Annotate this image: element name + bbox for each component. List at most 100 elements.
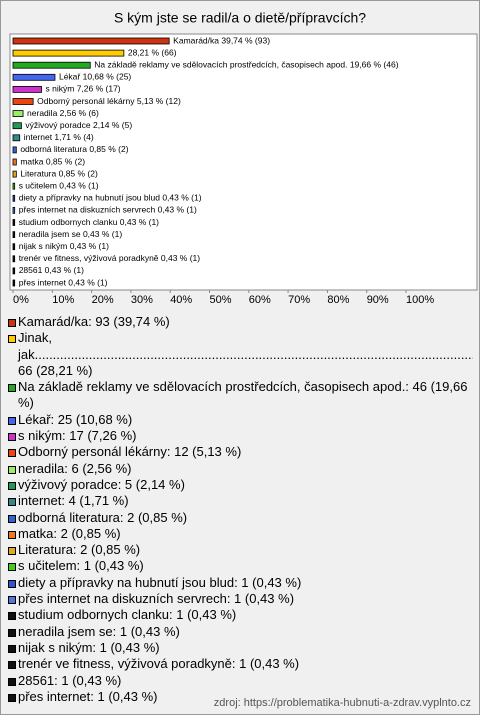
- legend-item: Jinak, jak..............................…: [8, 330, 473, 379]
- legend-label: matka: 2 (0,85 %): [18, 525, 121, 541]
- value-label: odborná literatura 0,85 % (2): [20, 144, 128, 154]
- bar: [12, 194, 16, 202]
- chart: S kým jste se radil/a o dietě/přípravcíc…: [9, 10, 478, 306]
- legend-label: odborná literatura: 2 (0,85 %): [18, 509, 188, 525]
- value-label: s učitelem 0,43 % (1): [19, 180, 99, 190]
- legend-item: s učitelem: 1 (0,43 %): [8, 558, 473, 574]
- legend-label: výživový poradce: 5 (2,14 %): [18, 476, 185, 492]
- value-label: studium odbornych clanku 0,43 % (1): [19, 217, 159, 227]
- legend-item: diety a přípravky na hubnutí jsou blud: …: [8, 575, 473, 591]
- legend-item: neradila jsem se: 1 (0,43 %): [8, 624, 473, 640]
- legend-label: trenér ve fitness, výživová poradkyně: 1…: [18, 656, 300, 672]
- value-label: Literatura 0,85 % (2): [20, 168, 98, 178]
- value-label: Kamarád/ka 39,74 % (93): [173, 35, 270, 45]
- legend-label: 28561: 1 (0,43 %): [18, 672, 122, 688]
- legend-item: Literatura: 2 (0,85 %): [8, 542, 473, 558]
- legend-label: Lékař: 25 (10,68 %): [18, 411, 133, 427]
- legend-label: internet: 4 (1,71 %): [18, 493, 129, 509]
- value-label: 28561 0,43 % (1): [19, 265, 84, 275]
- legend-swatch: [8, 612, 16, 621]
- legend-swatch: [8, 433, 16, 442]
- legend-label: s učitelem: 1 (0,43 %): [18, 558, 144, 574]
- bar: [12, 219, 16, 226]
- value-label: Lékař 10,68 % (25): [59, 72, 131, 82]
- legend-item: Kamarád/ka: 93 (39,74 %): [8, 314, 473, 330]
- bar: [12, 146, 17, 154]
- legend-label: Literatura: 2 (0,85 %): [18, 542, 141, 558]
- bar: [12, 255, 16, 263]
- legend-swatch: [8, 661, 16, 670]
- legend-item: Odborný personál lékárny: 12 (5,13 %): [8, 444, 473, 460]
- legend-swatch: [8, 693, 16, 702]
- legend-swatch: [8, 465, 16, 474]
- legend-swatch: [8, 481, 16, 490]
- x-tick-label: 50%: [210, 294, 232, 306]
- chart-title: S kým jste se radil/a o dietě/přípravcíc…: [114, 10, 366, 26]
- bar: [12, 37, 170, 45]
- legend-label: studium odbornych clanku: 1 (0,43 %): [18, 607, 237, 623]
- x-tick-label: 80%: [327, 294, 349, 306]
- bar: [12, 73, 56, 81]
- bar: [12, 110, 24, 117]
- legend-swatch: [8, 563, 16, 572]
- bar: [12, 86, 42, 93]
- bar: [12, 61, 91, 69]
- x-tick-label: 30%: [131, 294, 153, 306]
- legend-swatch: [8, 579, 16, 588]
- legend-label: Na základě reklamy ve sdělovacích prostř…: [18, 379, 468, 411]
- legend-item: odborná literatura: 2 (0,85 %): [8, 510, 473, 526]
- value-label: Na základě reklamy ve sdělovacích prostř…: [94, 59, 398, 69]
- bar: [12, 122, 22, 130]
- bar: [12, 206, 16, 214]
- value-label: nijak s nikým 0,43 % (1): [19, 241, 109, 251]
- legend-item: s nikým: 17 (7,26 %): [8, 428, 473, 444]
- legend-swatch: [8, 416, 16, 425]
- bar: [12, 231, 16, 239]
- value-label: trenér ve fitness, výživová poradkyně 0,…: [19, 253, 201, 263]
- x-tick-label: 40%: [170, 294, 192, 306]
- legend-item: internet: 4 (1,71 %): [8, 493, 473, 509]
- legend-swatch: [8, 530, 16, 539]
- x-tick-label: 70%: [288, 294, 310, 306]
- value-label: přes internet na diskuzních servrech 0,4…: [19, 205, 197, 215]
- legend-label: Jinak, jak..............................…: [18, 330, 473, 378]
- value-label: neradila jsem se 0,43 % (1): [19, 229, 123, 239]
- legend-item: 28561: 1 (0,43 %): [8, 673, 473, 689]
- bar: [12, 49, 125, 57]
- legend-swatch: [8, 384, 16, 393]
- value-label: diety a přípravky na hubnutí jsou blud 0…: [19, 193, 202, 203]
- legend-label: nijak s nikým: 1 (0,43 %): [18, 639, 160, 655]
- legend-label: diety a přípravky na hubnutí jsou blud: …: [18, 574, 302, 590]
- value-label: s nikým 7,26 % (17): [46, 84, 121, 94]
- legend-swatch: [8, 514, 16, 523]
- legend-swatch: [8, 628, 16, 637]
- bar: [12, 267, 16, 275]
- legend-label: přes internet na diskuzních servrech: 1 …: [18, 591, 295, 607]
- value-label: výživový poradce 2,14 % (5): [25, 120, 132, 130]
- bar: [12, 182, 16, 190]
- x-tick-label: 10%: [52, 294, 74, 306]
- legend-label: neradila jsem se: 1 (0,43 %): [18, 623, 180, 639]
- legend-swatch: [8, 319, 16, 327]
- value-label: neradila 2,56 % (6): [27, 108, 99, 118]
- legend: Kamarád/ka: 93 (39,74 %) Jinak, jak......…: [8, 314, 473, 705]
- x-tick-label: 90%: [367, 294, 389, 306]
- legend-label: Kamarád/ka: 93 (39,74 %): [18, 314, 170, 329]
- legend-swatch: [8, 677, 16, 686]
- legend-swatch: [8, 449, 16, 458]
- legend-swatch: [8, 498, 16, 507]
- legend-label: s nikým: 17 (7,26 %): [18, 428, 137, 444]
- value-label: internet 1,71 % (4): [24, 132, 94, 142]
- value-label: Odborný personál lékárny 5,13 % (12): [37, 96, 181, 106]
- x-tick-label: 20%: [92, 294, 114, 306]
- legend-label: Odborný personál lékárny: 12 (5,13 %): [18, 444, 242, 460]
- legend-item: trenér ve fitness, výživová poradkyně: 1…: [8, 656, 473, 672]
- legend-swatch: [8, 644, 16, 653]
- legend-swatch: [8, 547, 16, 556]
- bar: [12, 243, 16, 251]
- bar: [12, 134, 21, 142]
- legend-swatch: [8, 596, 16, 605]
- legend-item: matka: 2 (0,85 %): [8, 526, 473, 542]
- bar: [12, 170, 17, 178]
